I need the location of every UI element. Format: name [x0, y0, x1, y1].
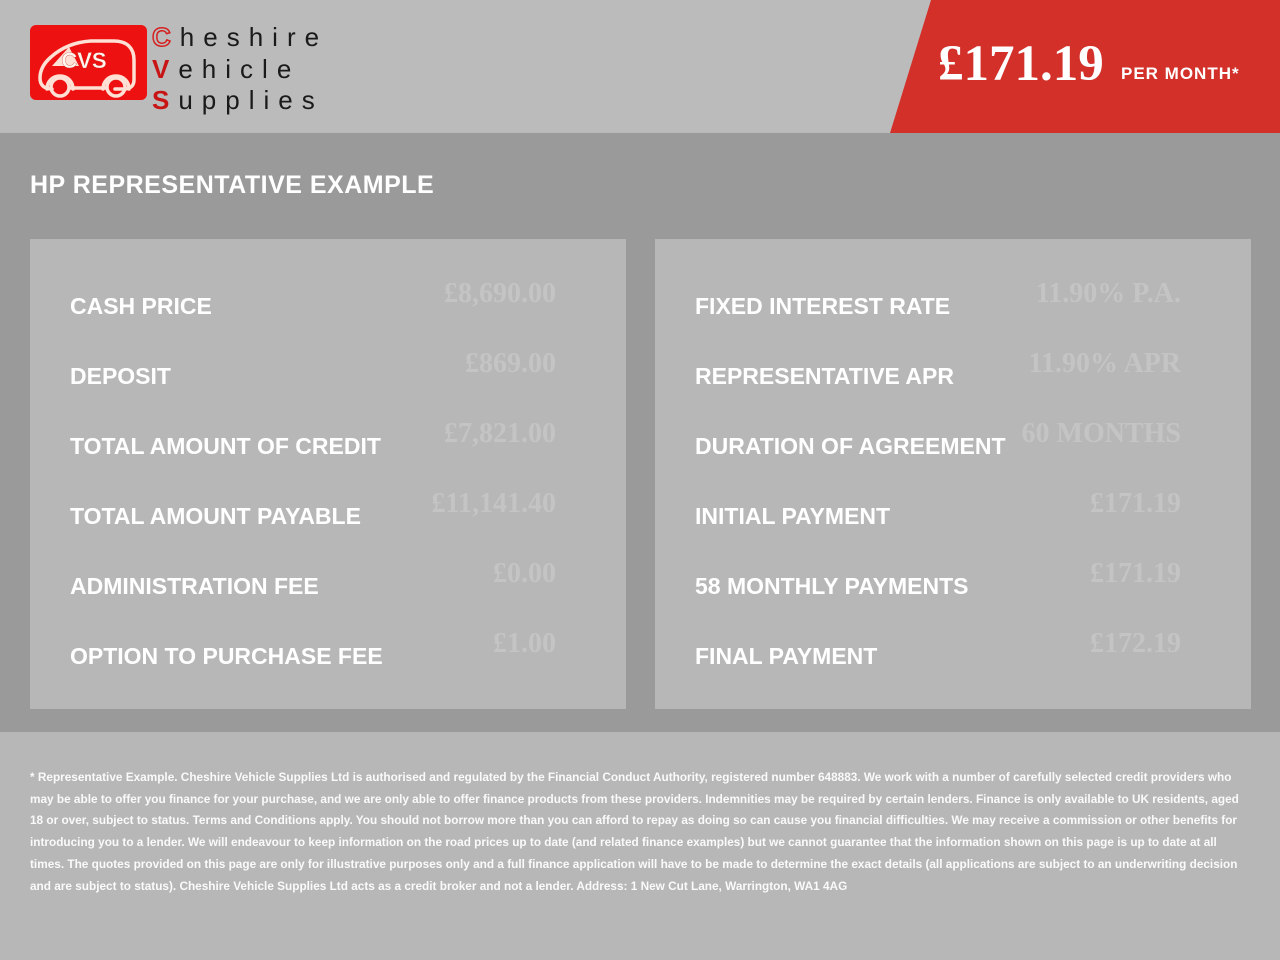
- svg-text:CVS: CVS: [61, 48, 106, 73]
